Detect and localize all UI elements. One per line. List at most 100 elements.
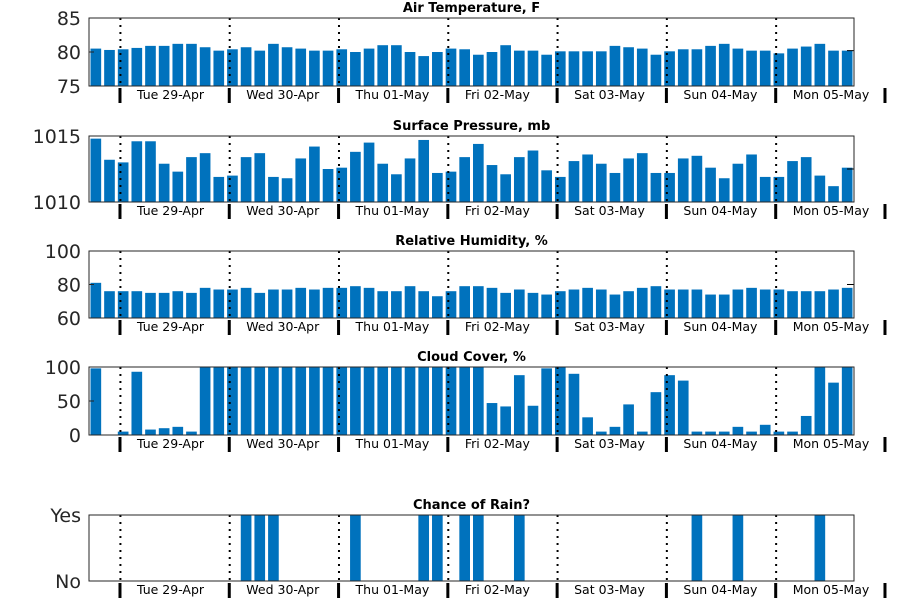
- y-tick-label: 75: [57, 76, 81, 98]
- chart-bar: [746, 154, 757, 202]
- chart-bar: [418, 291, 430, 318]
- chart-bar: [664, 51, 675, 86]
- chart-bar: [281, 47, 293, 86]
- chart-bar: [473, 515, 484, 581]
- chart-bar: [363, 142, 375, 202]
- chart-bar: [554, 176, 566, 202]
- x-day-label: Sat 03-May: [574, 87, 645, 102]
- chart-bar: [828, 289, 839, 318]
- chart-bar: [500, 292, 511, 319]
- chart-bar: [199, 47, 211, 86]
- chart-bar: [336, 367, 348, 435]
- chart-bar: [636, 153, 648, 202]
- chart-bar: [828, 186, 839, 202]
- x-day-label: Tue 29-Apr: [136, 87, 205, 102]
- x-day-label: Tue 29-Apr: [136, 203, 205, 218]
- chart-bar: [568, 51, 580, 86]
- chart-panel-3: Relative Humidity, % 60 80 100 Tue 29-Apr Wed…: [45, 234, 887, 335]
- x-day-label: Wed 30-Apr: [246, 87, 320, 102]
- x-day-label: Fri 02-May: [465, 319, 531, 334]
- chart-bar: [459, 367, 470, 435]
- x-day-label: Thu 01-May: [355, 436, 430, 451]
- chart-bar: [650, 54, 662, 86]
- x-day-label: Wed 30-Apr: [246, 203, 320, 218]
- chart-bar: [554, 51, 566, 86]
- chart-bar: [131, 141, 143, 202]
- chart-bar: [650, 392, 662, 435]
- chart-bar: [240, 515, 252, 581]
- chart-bar: [814, 43, 826, 86]
- chart-bar: [158, 292, 170, 319]
- chart-bar: [691, 289, 703, 318]
- chart-bar: [582, 287, 593, 318]
- chart-bar: [268, 367, 279, 435]
- chart-bar: [568, 373, 580, 435]
- chart-bar: [350, 515, 361, 581]
- chart-bar: [445, 367, 457, 435]
- chart-bar: [828, 50, 839, 86]
- chart-bar: [445, 48, 457, 86]
- chart-bar: [541, 170, 552, 202]
- chart-bar: [322, 287, 334, 318]
- chart-bar: [636, 431, 648, 435]
- chart-bar: [664, 375, 675, 435]
- chart-bar: [513, 289, 525, 318]
- chart-bar: [131, 47, 143, 86]
- chart-bar: [199, 287, 211, 318]
- chart-bar: [199, 153, 211, 202]
- chart-panel-2: Surface Pressure, mb 1010 1015 Tue 29-Apr We…: [33, 119, 887, 219]
- chart-bar: [677, 49, 689, 86]
- chart-bar: [254, 292, 266, 319]
- chart-bar: [213, 176, 225, 202]
- chart-bar: [500, 174, 511, 202]
- chart-bar: [541, 54, 552, 86]
- chart-bar: [158, 428, 170, 435]
- chart-bar: [254, 153, 266, 202]
- chart-bar: [513, 157, 525, 202]
- x-day-label: Fri 02-May: [465, 436, 531, 451]
- chart-bar: [595, 289, 607, 318]
- chart-bar: [473, 286, 484, 318]
- chart-bar: [718, 431, 730, 435]
- chart-bar: [445, 291, 457, 318]
- chart-bar: [432, 296, 443, 318]
- chart-bar: [227, 175, 238, 202]
- chart-bar: [759, 176, 771, 202]
- chart-bar: [718, 178, 730, 202]
- chart-bar: [623, 404, 634, 435]
- chart-bar: [609, 172, 621, 202]
- chart-bar: [104, 291, 115, 318]
- chart-bar: [718, 43, 730, 86]
- chart-bar: [199, 367, 211, 435]
- x-day-label: Sat 03-May: [574, 319, 645, 334]
- chart-bar: [759, 289, 771, 318]
- chart-bar: [623, 291, 634, 318]
- chart-bar: [336, 167, 348, 202]
- chart-bar: [186, 292, 197, 319]
- chart-bar: [636, 287, 648, 318]
- chart-bar: [459, 286, 470, 318]
- chart-bar: [582, 417, 593, 435]
- chart-bar: [691, 515, 703, 581]
- chart-bar: [145, 45, 156, 86]
- chart-bar: [705, 45, 716, 86]
- x-day-label: Wed 30-Apr: [246, 319, 320, 334]
- chart-bar: [814, 515, 826, 581]
- chart-bar: [800, 291, 812, 318]
- chart-bar: [595, 163, 607, 202]
- chart-bar: [691, 431, 703, 435]
- chart-bar: [486, 287, 498, 318]
- chart-bar: [350, 52, 361, 86]
- chart-bar: [664, 289, 675, 318]
- chart-bar: [691, 49, 703, 86]
- chart-bar: [513, 50, 525, 86]
- x-day-label: Mon 05-May: [793, 582, 870, 597]
- chart-bar: [677, 289, 689, 318]
- chart-bar: [759, 50, 771, 86]
- chart-bar: [281, 289, 293, 318]
- chart-bar: [787, 161, 798, 202]
- chart-bar: [377, 163, 389, 202]
- chart-bar: [336, 49, 348, 86]
- chart-bar: [309, 50, 320, 86]
- chart-bar: [213, 367, 225, 435]
